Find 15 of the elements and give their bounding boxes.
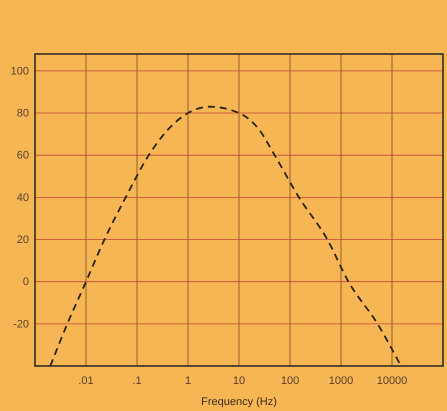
y-tick-label: 80: [16, 108, 29, 120]
y-tick-label: 0: [22, 276, 29, 288]
y-tick-label: 20: [16, 234, 29, 246]
x-tick-label: 10000: [376, 374, 408, 387]
x-tick-label: 100: [280, 374, 300, 387]
x-tick-label: .1: [132, 374, 142, 387]
x-axis-title: Frequency (Hz): [201, 396, 277, 408]
y-tick-label: 60: [16, 150, 29, 162]
x-tick-label: .01: [78, 374, 94, 387]
x-tick-label: 10: [232, 374, 246, 387]
x-tick-label: 1000: [328, 374, 354, 387]
x-tick-label: 1: [184, 374, 192, 387]
y-tick-label: 100: [10, 65, 29, 78]
y-tick-label: 40: [16, 192, 29, 204]
y-tick-label: -20: [13, 318, 29, 330]
